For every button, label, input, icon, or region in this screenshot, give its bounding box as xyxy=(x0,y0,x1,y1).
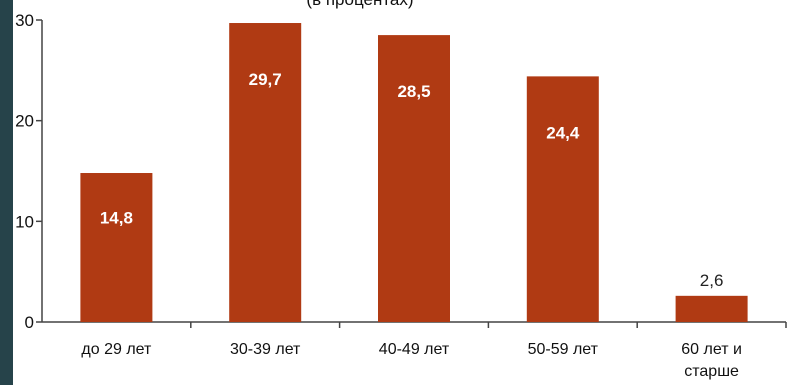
tick-labels: 0 10 20 30 до 29 лет 30-39 лет 40-49 лет 50-59 … xyxy=(15,11,742,380)
bar xyxy=(229,23,302,323)
bar xyxy=(526,76,599,322)
left-decorative-strip xyxy=(0,0,13,385)
x-tick-label: 50-59 лет xyxy=(528,341,599,358)
bars xyxy=(80,23,748,323)
x-tick-label: до 29 лет xyxy=(81,341,152,358)
y-tick-label: 30 xyxy=(15,11,34,30)
bar-value-label: 2,6 xyxy=(700,271,724,290)
x-tick-label: 40-49 лет xyxy=(379,341,450,358)
y-tick-label: 10 xyxy=(15,212,34,231)
bar-value-label: 28,5 xyxy=(397,82,430,101)
y-tick-label: 0 xyxy=(25,313,34,332)
y-tick-label: 20 xyxy=(15,112,34,131)
bar xyxy=(675,295,748,322)
value-labels: 14,8 29,7 28,5 24,4 2,6 xyxy=(100,70,724,290)
x-tick-label: 60 лет и старше xyxy=(681,341,742,380)
bar-value-label: 14,8 xyxy=(100,209,133,228)
bar-value-label: 24,4 xyxy=(546,123,580,142)
x-tick-label: 30-39 лет xyxy=(230,341,301,358)
bar xyxy=(378,35,450,322)
bar-value-label: 29,7 xyxy=(249,70,282,89)
bar xyxy=(80,173,153,322)
chart-subtitle: (в процентах) xyxy=(240,0,480,10)
